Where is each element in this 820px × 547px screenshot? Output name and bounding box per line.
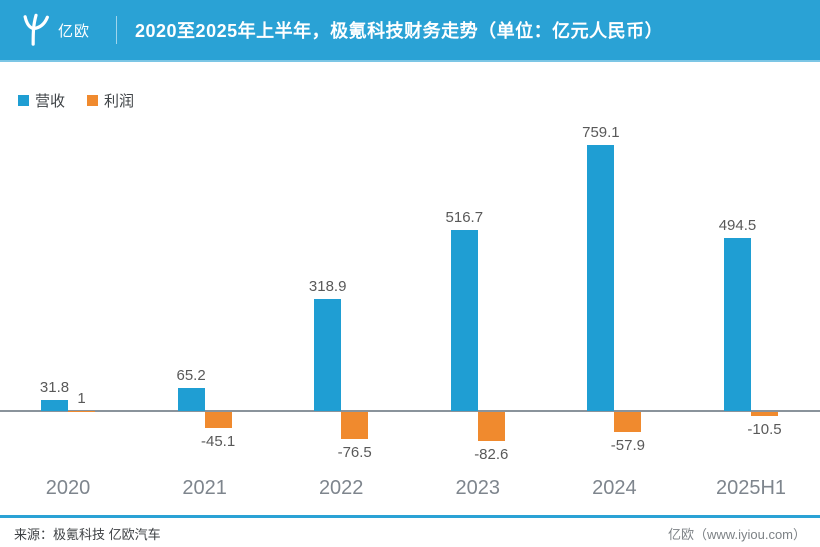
logo-text: 亿欧 xyxy=(58,22,91,40)
header-divider xyxy=(116,16,118,44)
profit-bar xyxy=(614,412,642,433)
profit-bar xyxy=(341,412,369,439)
category-label: 2023 xyxy=(455,477,501,499)
iyiou-logo: 亿欧 xyxy=(18,13,90,47)
profit-value-label: -10.5 xyxy=(747,420,782,438)
revenue-bar xyxy=(450,230,478,411)
site-credit-text: 亿欧（www.iyiou.com） xyxy=(668,527,806,542)
revenue-value-label: 31.8 xyxy=(39,378,70,396)
profit-value-label: -45.1 xyxy=(200,432,236,450)
revenue-bar xyxy=(724,237,751,411)
profit-value-label: -76.5 xyxy=(337,443,372,461)
profit-value-label: -57.9 xyxy=(610,437,645,455)
revenue-value-label: 318.9 xyxy=(308,278,347,296)
revenue-bar xyxy=(314,299,342,411)
source-text: 来源：极氪科技 亿欧汽车 xyxy=(14,527,161,542)
page-title: 2020至2025年上半年，极氪科技财务走势（单位：亿元人民币） xyxy=(135,21,664,41)
legend-item-revenue: 营收 xyxy=(18,90,65,111)
profit-bar xyxy=(477,412,505,441)
revenue-bar xyxy=(41,399,68,411)
iyiou-logo-icon xyxy=(23,13,49,46)
legend-item-profit: 利润 xyxy=(87,90,134,111)
category-label: 2021 xyxy=(182,477,227,499)
profit-bar xyxy=(204,412,232,428)
revenue-value-label: 759.1 xyxy=(582,124,620,142)
category-label: 2020 xyxy=(45,477,91,499)
legend-label-profit: 利润 xyxy=(104,93,135,110)
revenue-swatch-icon xyxy=(18,95,29,106)
profit-swatch-icon xyxy=(87,95,99,106)
category-label: 2024 xyxy=(592,477,637,499)
revenue-value-label: 65.2 xyxy=(176,367,206,385)
profit-bar xyxy=(751,412,778,416)
category-label: 2022 xyxy=(318,477,364,499)
chart-legend: 营收 利润 xyxy=(18,90,134,111)
header-banner: 亿欧 2020至2025年上半年，极氪科技财务走势（单位：亿元人民币） xyxy=(0,0,820,62)
revenue-bar xyxy=(587,145,615,411)
revenue-value-label: 494.5 xyxy=(718,216,757,234)
profit-value-label: 1 xyxy=(77,389,86,407)
revenue-bar xyxy=(177,388,205,411)
x-axis-line xyxy=(0,410,820,412)
legend-label-revenue: 营收 xyxy=(35,93,66,110)
revenue-value-label: 516.7 xyxy=(445,209,484,227)
footer-separator xyxy=(0,515,820,518)
category-label: 2025H1 xyxy=(715,477,787,499)
profit-value-label: -82.6 xyxy=(474,445,509,463)
